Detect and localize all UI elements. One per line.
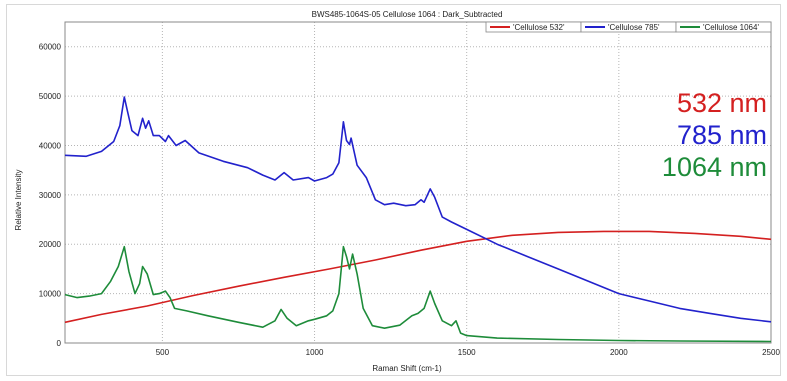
series-lines: [64, 96, 772, 343]
legend-label: 'Cellulose 785': [608, 23, 660, 32]
y-tick-label: 60000: [39, 43, 62, 52]
y-tick-label: 10000: [39, 290, 62, 299]
chart-frame: BWS485-1064S-05 Cellulose 1064 : Dark_Su…: [6, 4, 781, 376]
y-tick-label: 0: [57, 339, 62, 348]
x-axis-title: Raman Shift (cm-1): [372, 364, 442, 373]
legend-label: 'Cellulose 1064': [703, 23, 759, 32]
annotation-label: 785 nm: [677, 120, 767, 150]
y-axis-title: Relative Intensity: [14, 170, 23, 231]
x-tick-label: 2500: [762, 348, 780, 357]
raman-spectrum-chart: BWS485-1064S-05 Cellulose 1064 : Dark_Su…: [14, 10, 781, 373]
x-tick-label: 1500: [458, 348, 476, 357]
legend-box: [675, 21, 772, 33]
legend-label: 'Cellulose 532': [513, 23, 565, 32]
y-tick-label: 50000: [39, 92, 62, 101]
annotation-label: 1064 nm: [662, 152, 767, 182]
axis-ticks: 500 1000 1500 2000 2500 0 10000 20000 30000 40000…: [39, 43, 781, 357]
gridlines: [65, 22, 772, 344]
legend: 'Cellulose 532' 'Cellulose 785' 'Cellulose…: [485, 21, 772, 33]
x-tick-label: 2000: [610, 348, 628, 357]
plot-area: [64, 21, 772, 344]
annotation-label: 532 nm: [677, 88, 767, 118]
series-line-3: [64, 245, 772, 343]
y-tick-label: 40000: [39, 141, 62, 150]
chart-title: BWS485-1064S-05 Cellulose 1064 : Dark_Su…: [312, 10, 503, 19]
series-line-2: [64, 96, 772, 323]
series-line-1: [64, 230, 772, 324]
y-tick-label: 20000: [39, 240, 62, 249]
y-tick-label: 30000: [39, 191, 62, 200]
x-tick-label: 1000: [306, 348, 324, 357]
x-tick-label: 500: [156, 348, 170, 357]
